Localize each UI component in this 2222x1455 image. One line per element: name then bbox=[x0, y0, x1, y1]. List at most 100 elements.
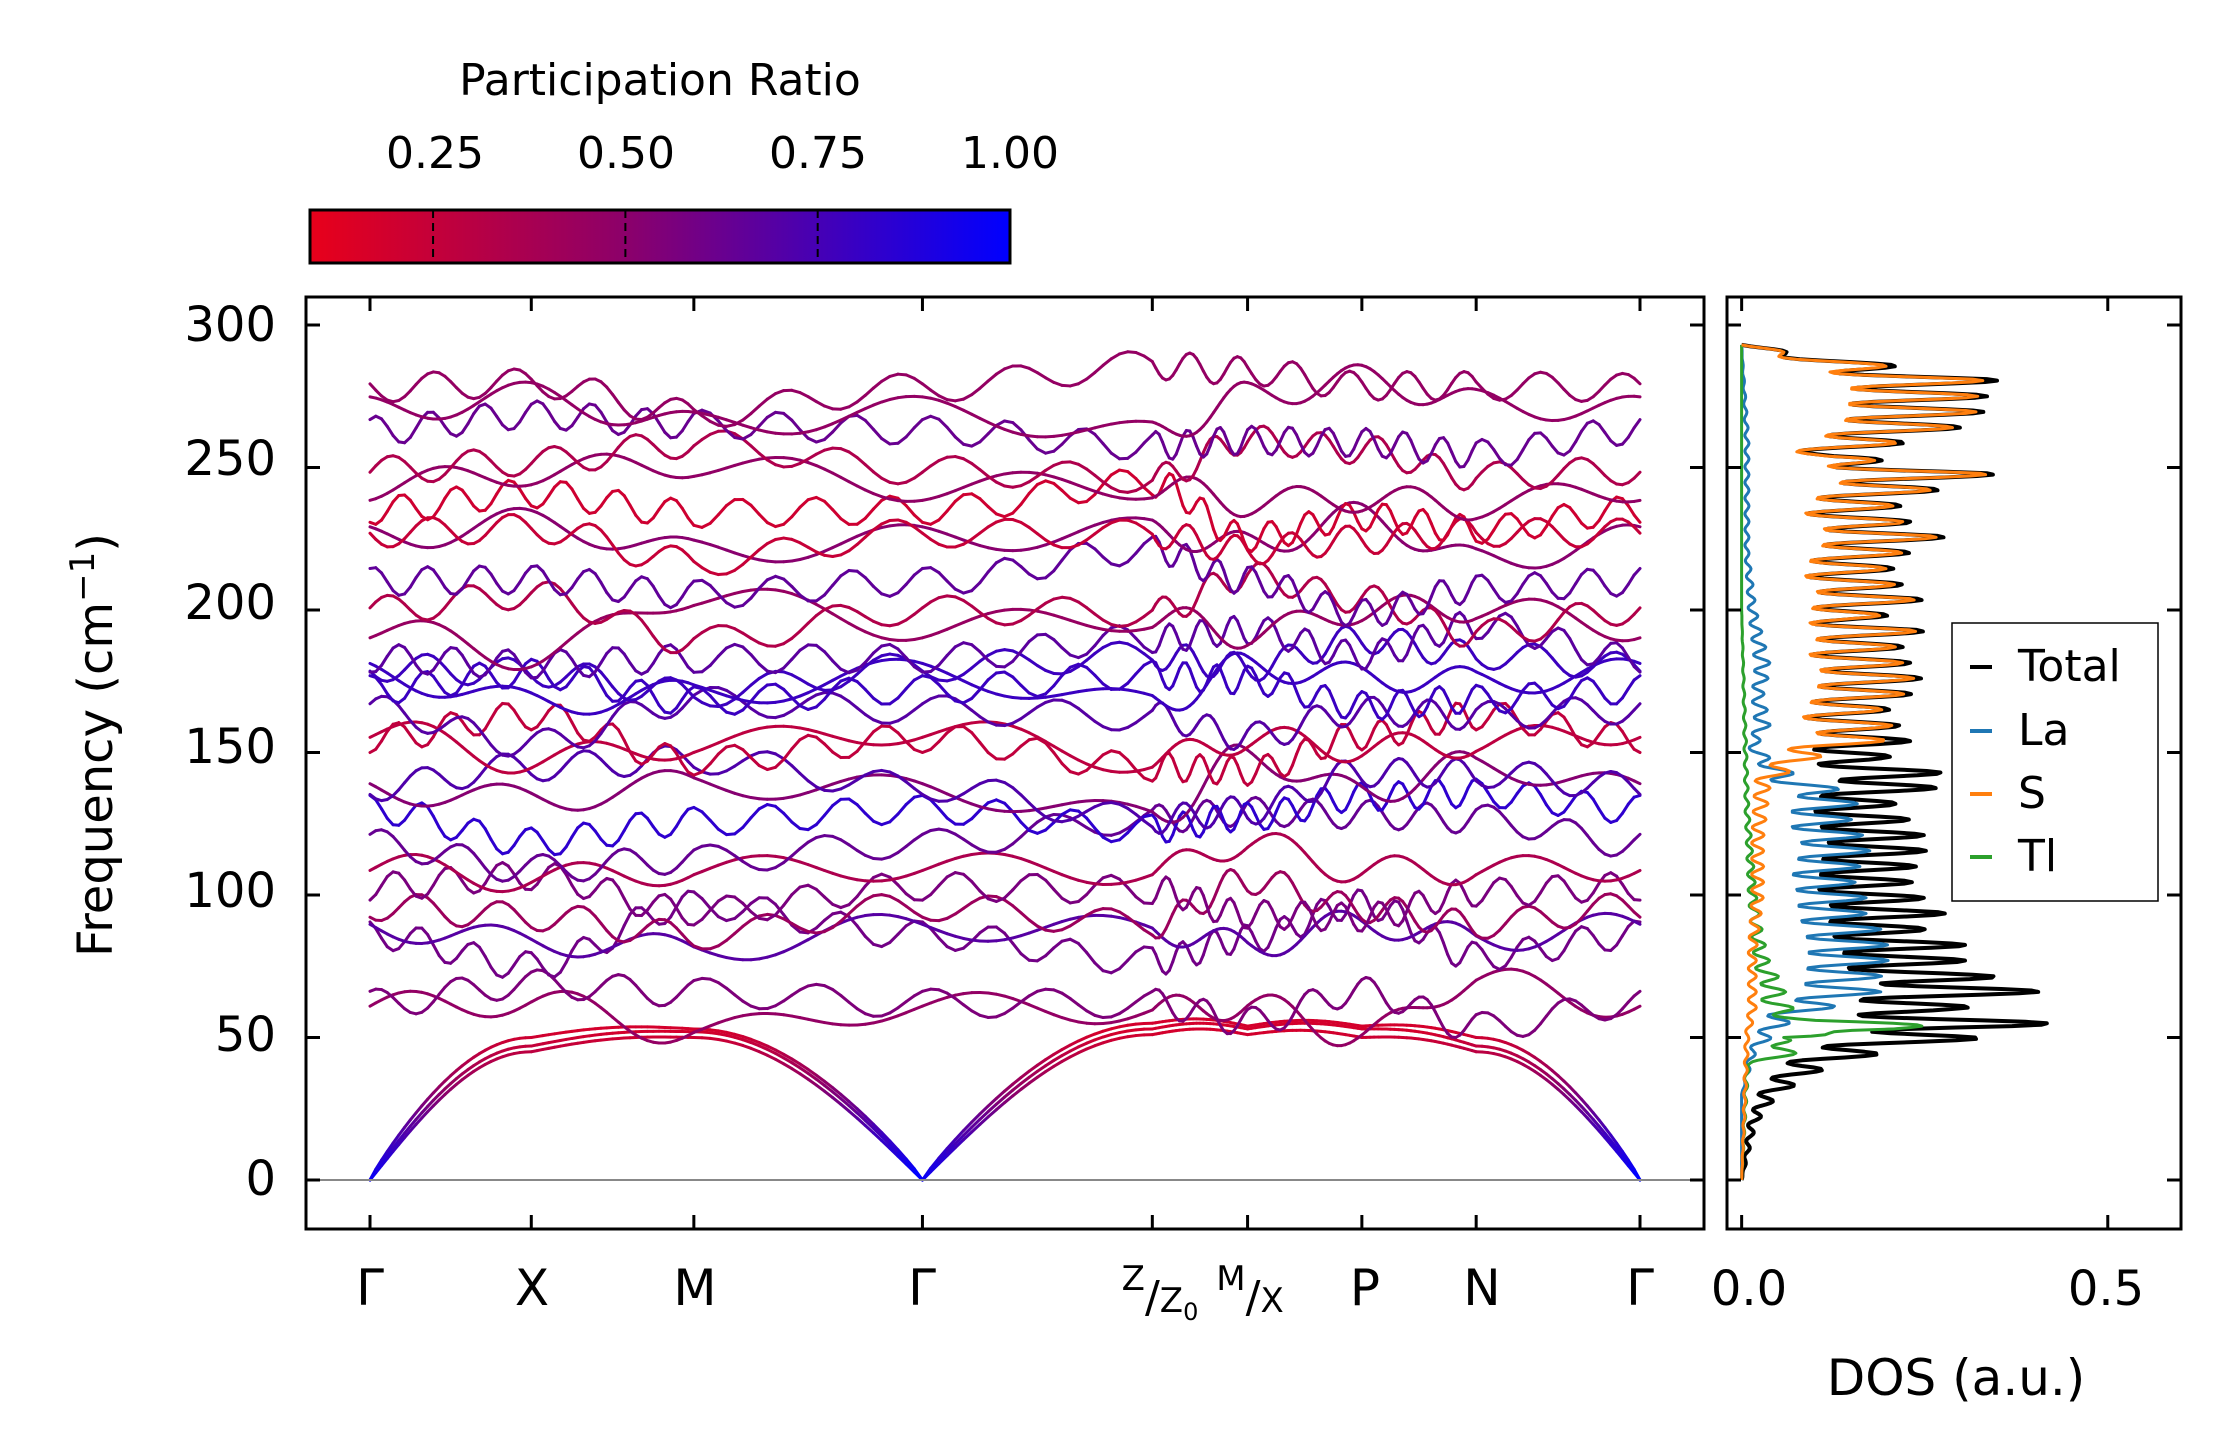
optical-branch bbox=[847, 778, 859, 787]
optical-branch bbox=[798, 938, 810, 946]
optical-branch bbox=[380, 729, 389, 743]
optical-branch bbox=[822, 926, 835, 934]
optical-branch bbox=[1250, 930, 1258, 943]
optical-branch bbox=[669, 744, 678, 756]
optical-branch bbox=[929, 798, 941, 811]
acoustic-branch bbox=[970, 1122, 982, 1134]
optical-branch bbox=[1348, 729, 1356, 741]
optical-branch bbox=[757, 683, 769, 694]
optical-branch bbox=[1509, 884, 1519, 898]
optical-branch bbox=[822, 650, 835, 663]
optical-branch bbox=[896, 774, 908, 784]
optical-branch bbox=[680, 656, 690, 669]
optical-branch bbox=[1085, 1009, 1097, 1017]
acoustic-branch bbox=[385, 1141, 395, 1153]
optical-branch bbox=[912, 989, 924, 998]
optical-branch bbox=[1544, 803, 1554, 815]
optical-branch bbox=[1093, 961, 1105, 973]
optical-branch bbox=[512, 708, 522, 721]
acoustic-branch bbox=[1052, 1054, 1064, 1062]
optical-branch bbox=[1117, 1006, 1130, 1016]
optical-branch bbox=[961, 901, 974, 910]
acoustic-branch bbox=[847, 1099, 859, 1111]
optical-branch bbox=[1222, 676, 1229, 689]
optical-branch bbox=[773, 757, 786, 769]
acoustic-branch bbox=[773, 1048, 786, 1056]
optical-branch bbox=[904, 708, 916, 718]
acoustic-branch bbox=[1027, 1075, 1039, 1085]
optical-branch bbox=[692, 631, 704, 641]
optical-branch bbox=[437, 715, 447, 728]
optical-branch bbox=[1126, 822, 1138, 835]
optical-branch bbox=[1632, 786, 1642, 796]
acoustic-branch bbox=[790, 1057, 802, 1066]
acoustic-branch bbox=[896, 1151, 908, 1163]
optical-branch bbox=[888, 1006, 900, 1015]
acoustic-branch bbox=[855, 1116, 867, 1127]
optical-branch bbox=[920, 829, 933, 836]
optical-branch bbox=[489, 707, 499, 721]
optical-branch bbox=[929, 884, 941, 897]
optical-branch bbox=[1274, 801, 1282, 814]
optical-branch bbox=[1019, 639, 1031, 654]
colorbar-label: Participation Ratio bbox=[459, 55, 861, 106]
optical-branch bbox=[1093, 826, 1105, 839]
acoustic-branch bbox=[839, 1102, 851, 1113]
optical-branch bbox=[798, 984, 810, 992]
optical-branch bbox=[912, 910, 924, 919]
optical-branch bbox=[1044, 741, 1056, 755]
acoustic-branch bbox=[920, 1170, 933, 1182]
optical-branch bbox=[1011, 675, 1023, 687]
optical-branch bbox=[1085, 816, 1097, 830]
optical-branch bbox=[408, 887, 418, 898]
optical-branch bbox=[1626, 678, 1636, 691]
optical-branch bbox=[716, 938, 729, 948]
optical-branch bbox=[798, 771, 810, 783]
optical-branch bbox=[855, 706, 867, 716]
acoustic-branch bbox=[831, 1096, 843, 1106]
optical-branch bbox=[1052, 887, 1064, 900]
optical-branch bbox=[1620, 687, 1630, 700]
optical-branch bbox=[920, 893, 933, 902]
acoustic-branch bbox=[822, 1083, 835, 1094]
optical-branch bbox=[757, 803, 769, 811]
optical-branch bbox=[961, 837, 974, 847]
optical-branch bbox=[1585, 790, 1595, 801]
optical-branch bbox=[1388, 695, 1397, 709]
optical-branch bbox=[896, 731, 908, 744]
optical-branch bbox=[863, 934, 875, 946]
optical-branch bbox=[1579, 909, 1589, 920]
optical-branch bbox=[1585, 833, 1595, 845]
acoustic-branch bbox=[782, 1056, 794, 1065]
optical-branch bbox=[1632, 793, 1642, 799]
optical-branch bbox=[1085, 883, 1097, 897]
optical-branch bbox=[831, 919, 843, 930]
optical-branch bbox=[1539, 792, 1548, 807]
optical-branch bbox=[1568, 794, 1578, 806]
optical-branch bbox=[593, 829, 603, 841]
acoustic-branch bbox=[970, 1112, 982, 1124]
optical-branch bbox=[692, 917, 704, 927]
optical-branch bbox=[1019, 994, 1031, 1004]
optical-branch bbox=[1503, 955, 1513, 968]
optical-branch bbox=[1011, 904, 1023, 915]
optical-branch bbox=[616, 924, 626, 940]
optical-branch bbox=[1035, 809, 1048, 819]
optical-branch bbox=[431, 659, 441, 672]
optical-branch bbox=[426, 735, 435, 747]
optical-branch bbox=[961, 872, 974, 883]
optical-branch bbox=[700, 897, 712, 910]
optical-branch bbox=[599, 651, 609, 665]
optical-branch bbox=[708, 694, 720, 707]
acoustic-branch bbox=[790, 1067, 802, 1076]
optical-branch bbox=[576, 731, 586, 742]
acoustic-branch bbox=[1603, 1131, 1613, 1142]
optical-branch bbox=[460, 719, 470, 731]
optical-branch bbox=[1027, 801, 1039, 813]
optical-branch bbox=[961, 786, 974, 796]
optical-branch bbox=[725, 986, 737, 997]
acoustic-branch bbox=[871, 1122, 884, 1134]
optical-branch bbox=[798, 840, 810, 851]
optical-branch bbox=[408, 733, 418, 745]
optical-branch bbox=[782, 811, 794, 824]
